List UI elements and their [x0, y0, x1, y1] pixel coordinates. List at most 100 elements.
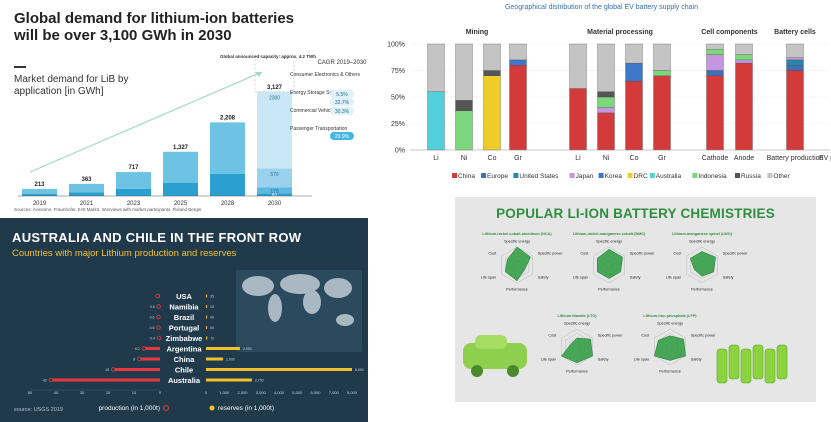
battery-cell-5 — [776, 344, 788, 380]
reserves-bar-namibia — [206, 305, 207, 308]
radar-axis-label-4-5: Cost — [641, 334, 650, 338]
legend-reserves-marker — [209, 405, 215, 411]
production-tick-0: 50 — [28, 390, 33, 395]
demand-bar-2023 — [116, 188, 151, 196]
supply-legend-label-2: United States — [519, 173, 559, 180]
world-map-landmass-2 — [280, 274, 320, 294]
radar-axis-label-3-3: Performance — [566, 370, 588, 374]
lithium-countries-subtitle: Countries with major Lithium production … — [12, 248, 237, 259]
reserves-tick-2: 2,000 — [237, 390, 248, 395]
supply-bar-8-other — [706, 43, 724, 50]
supply-category-label-6: Co — [630, 155, 639, 162]
legend-production-marker — [163, 405, 169, 411]
reserves-tick-6: 6,000 — [310, 390, 321, 395]
production-marker-zimbabwe — [156, 335, 162, 341]
battery-cell-3 — [752, 344, 764, 380]
lithium-countries-source: source: USGS 2019 — [14, 407, 63, 413]
demand-year-label-2028: 2028 — [221, 201, 235, 207]
cagr-value-3: 29.9% — [335, 134, 350, 140]
country-label-china: China — [174, 355, 196, 364]
segment-name-2: Commercial Vehicles — [290, 108, 337, 114]
supply-bar-4-china — [569, 88, 587, 151]
supply-legend-label-0: China — [458, 173, 475, 180]
demand-bar-2021-top — [69, 183, 104, 193]
radar-axis-label-0-0: Specific energy — [504, 240, 530, 244]
supply-legend-swatch-7 — [692, 173, 698, 178]
country-label-namibia: Namibia — [169, 303, 199, 312]
production-marker-portugal — [156, 325, 161, 330]
supply-legend-label-9: Other — [773, 173, 790, 180]
production-tick-4: 10 — [132, 390, 137, 395]
radar-axis-label-0-4: Life span — [481, 276, 496, 280]
radar-axis-label-1-3: Performance — [598, 288, 620, 292]
radar-axis-label-4-2: Safety — [691, 358, 702, 362]
supply-legend-label-7: Indonesia — [698, 173, 727, 180]
demand-value-label-2023: 717 — [128, 165, 139, 171]
radar-title-3: Lithium titanate (LTO) — [557, 314, 597, 318]
radar-axis-label-1-0: Specific energy — [596, 240, 622, 244]
reserves-tick-1: 1,000 — [219, 390, 230, 395]
reserves-bar-zimbabwe — [206, 336, 208, 340]
reserves-bar-australia — [206, 378, 252, 382]
legend-production-label: production (in 1,000t) — [99, 405, 160, 412]
car-body — [463, 343, 527, 369]
radar-shape-1 — [597, 249, 623, 279]
radar-title-1: Lithium-nickel-manganese-cobalt (NMC) — [573, 232, 646, 236]
country-label-argentina: Argentina — [166, 345, 202, 354]
supply-bar-8-china — [706, 75, 724, 151]
radar-grid-2-4 — [686, 246, 718, 284]
supply-bar-6-china — [625, 80, 643, 151]
radar-axis-label-3-4: Life span — [541, 358, 556, 362]
demand-bar-2025 — [163, 182, 198, 196]
car-cabin — [475, 335, 507, 349]
demand-bar-2023-top — [116, 172, 151, 189]
supply-bar-10-japan — [786, 57, 804, 61]
supply-legend-swatch-9 — [767, 173, 773, 178]
demand-value-label-2019: 213 — [34, 182, 45, 188]
supply-bar-7-indonesia — [653, 70, 671, 76]
supply-legend-label-3: Japan — [576, 173, 594, 180]
battery-cell-0 — [716, 348, 728, 384]
radar-title-0: Lithium-nickel-cobalt-aluminum (NCA) — [482, 232, 552, 236]
demand-year-label-2025: 2025 — [174, 201, 188, 207]
reserves-bar-brazil — [206, 315, 207, 319]
production-value-brazil: 0.6 — [150, 316, 155, 320]
supply-legend-label-1: Europe — [487, 173, 508, 180]
production-value-zimbabwe: 0.4 — [150, 337, 155, 341]
demand-bar-2019-top — [22, 188, 57, 194]
supply-bar-2-other — [483, 43, 501, 71]
supply-legend-swatch-8 — [735, 173, 740, 178]
demand-bar-2028 — [210, 173, 245, 196]
supply-legend-swatch-6 — [649, 173, 655, 178]
battery-cell-4 — [764, 348, 776, 384]
supply-legend-label-6: Australia — [656, 173, 682, 180]
demand-2030-segment-3 — [257, 91, 292, 169]
production-value-chile: 18 — [105, 368, 109, 372]
supply-legend-swatch-2 — [513, 173, 519, 178]
radar-axis-label-2-3: Performance — [691, 288, 713, 292]
supply-bar-9-other — [735, 43, 753, 55]
segment-name-1: Energy Storage Systems — [290, 90, 346, 96]
radar-axis-label-2-5: Cost — [673, 252, 682, 256]
supply-bar-8-indonesia — [706, 49, 724, 55]
supply-bar-2-russia — [483, 70, 501, 76]
supply-bar-1-indonesia — [455, 110, 473, 151]
production-marker-usa — [155, 293, 160, 299]
reserves-bar-china — [206, 357, 223, 361]
segment-name-3: Passenger Transportation — [290, 126, 347, 132]
supply-category-label-8: Cathode — [702, 155, 729, 162]
supply-category-label-2: Co — [488, 155, 497, 162]
radar-axis-label-2-0: Specific energy — [689, 240, 715, 244]
production-value-portugal: 0.6 — [150, 326, 155, 330]
supply-category-label-0: Li — [433, 155, 439, 162]
world-map-landmass-0 — [242, 276, 274, 296]
demand-year-label-2019: 2019 — [33, 201, 47, 207]
demand-bar-2025-top — [163, 151, 198, 183]
production-value-australia: 42 — [43, 379, 47, 383]
lib-demand-source: Sources: Avicenne, Fraunhofer, IHS Marki… — [14, 207, 202, 212]
production-tick-5: 0 — [159, 390, 162, 395]
supply-bar-5-china — [597, 112, 615, 151]
supply-ytick-3: 75% — [391, 68, 405, 75]
supply-category-label-1: Ni — [461, 155, 468, 162]
supply-category-label-4: Li — [575, 155, 581, 162]
